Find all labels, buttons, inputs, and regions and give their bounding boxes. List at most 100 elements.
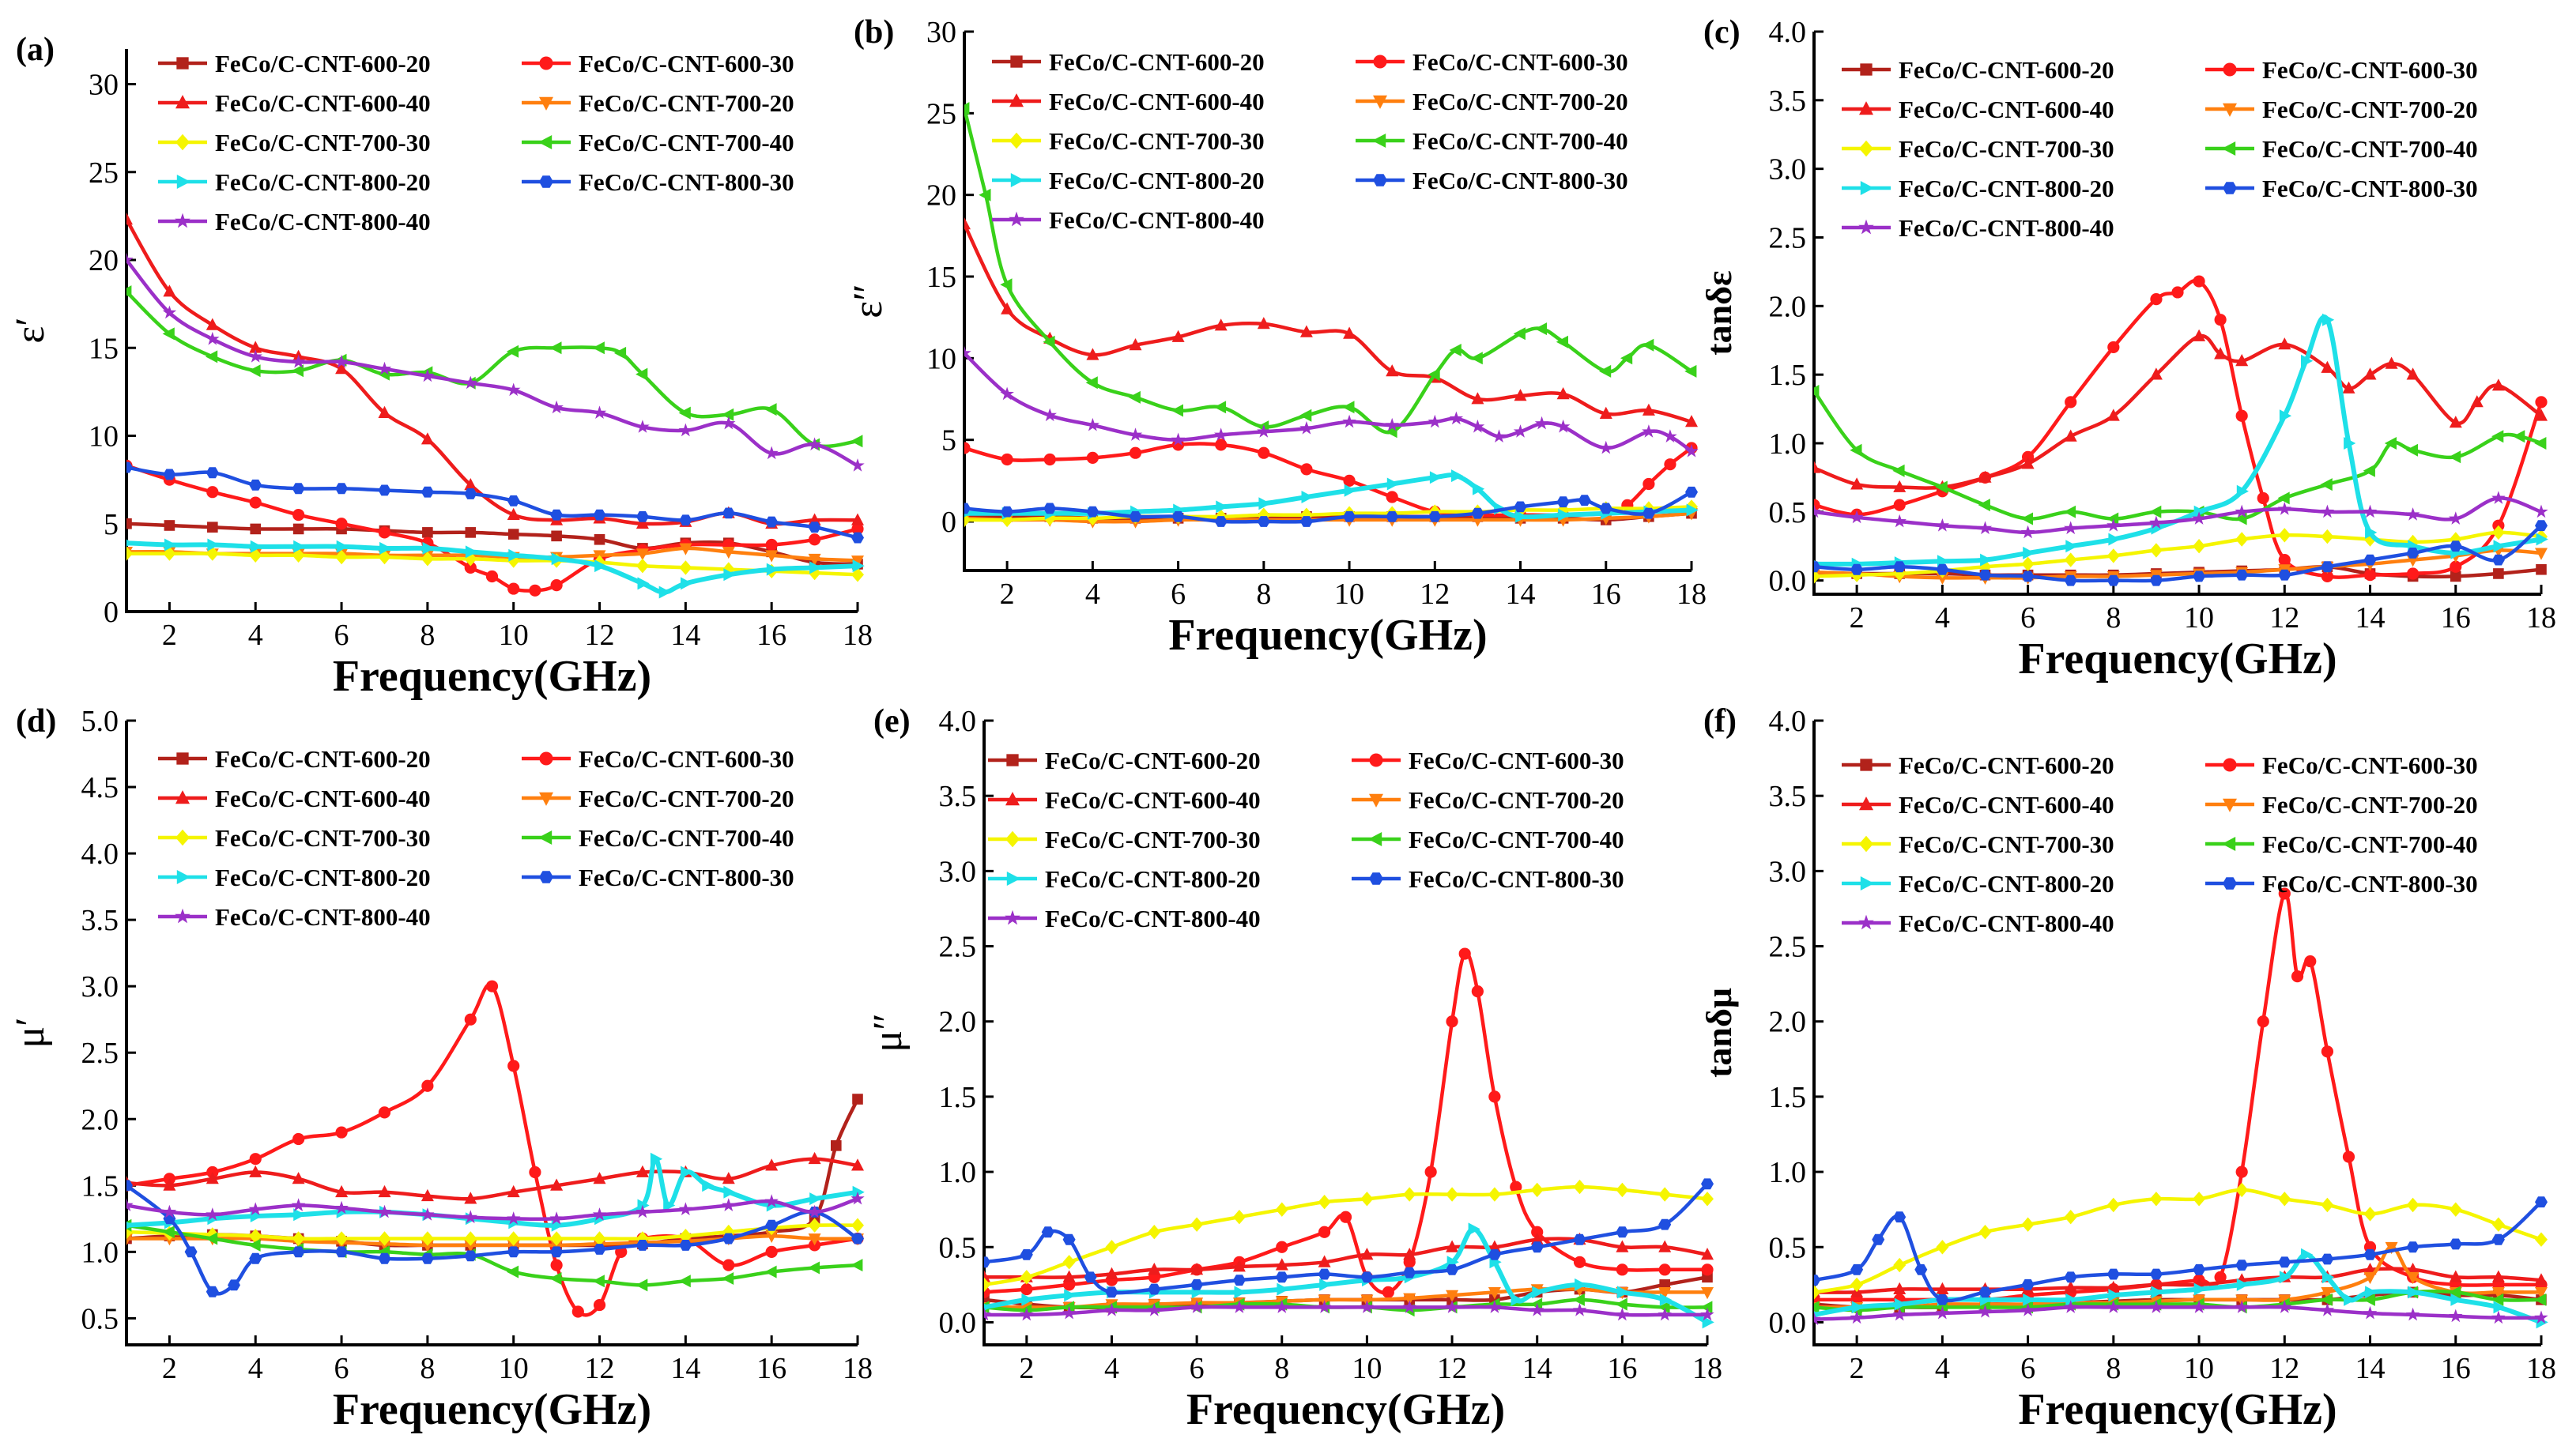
data-point-700-40 bbox=[1171, 404, 1183, 417]
data-point-800-30 bbox=[2106, 1268, 2120, 1280]
data-point-700-20 bbox=[1658, 1287, 1672, 1300]
data-point-700-40 bbox=[1615, 1297, 1627, 1311]
data-point-800-20 bbox=[723, 1185, 736, 1199]
data-point-800-30 bbox=[2064, 574, 2077, 586]
data-point-800-40 bbox=[1978, 521, 1993, 535]
data-point-600-40 bbox=[2449, 1270, 2462, 1282]
legend-label-800-30: FeCo/C-CNT-800-30 bbox=[579, 168, 794, 196]
data-point-700-20 bbox=[765, 1230, 779, 1243]
x-tick-label: 6 bbox=[1190, 1352, 1205, 1385]
data-point-800-30 bbox=[722, 1233, 735, 1245]
data-point-800-20 bbox=[650, 1152, 663, 1165]
data-point-700-30 bbox=[1850, 1277, 1864, 1293]
x-tick-label: 12 bbox=[2269, 1352, 2299, 1385]
data-point-700-30 bbox=[1978, 1225, 1992, 1240]
data-point-700-40 bbox=[549, 341, 562, 355]
data-point-800-30 bbox=[2321, 1253, 2334, 1265]
data-point-700-30 bbox=[249, 548, 262, 563]
data-point-600-30 bbox=[1258, 446, 1270, 459]
data-point-600-40 bbox=[292, 1172, 305, 1184]
data-point-700-30 bbox=[1232, 1210, 1246, 1225]
data-point-800-30 bbox=[1642, 507, 1655, 519]
data-point-700-40 bbox=[1935, 480, 1948, 494]
data-point-800-30 bbox=[2363, 554, 2377, 566]
data-point-700-40 bbox=[162, 1226, 175, 1239]
data-point-800-30 bbox=[2149, 574, 2163, 586]
data-point-700-40 bbox=[1043, 335, 1055, 348]
data-point-600-30 bbox=[1701, 1263, 1714, 1276]
data-point-600-30 bbox=[1339, 1211, 1352, 1223]
legend-label-600-20: FeCo/C-CNT-600-20 bbox=[215, 745, 431, 773]
data-point-800-20 bbox=[126, 1222, 134, 1229]
legend-label-700-20: FeCo/C-CNT-700-20 bbox=[1409, 786, 1624, 814]
data-point-800-30 bbox=[1041, 1226, 1054, 1238]
data-point-600-40 bbox=[851, 1158, 864, 1171]
data-point-700-30 bbox=[2149, 1192, 2163, 1207]
data-point-800-30 bbox=[636, 510, 649, 522]
data-point-600-40 bbox=[636, 517, 649, 529]
data-point-700-40 bbox=[291, 364, 304, 378]
data-point-700-40 bbox=[2363, 464, 2375, 477]
data-point-800-20 bbox=[2065, 1293, 2078, 1306]
data-point-600-40 bbox=[206, 318, 219, 330]
data-point-700-20 bbox=[1403, 1293, 1416, 1305]
data-point-800-40 bbox=[592, 405, 607, 419]
data-point-600-40 bbox=[2470, 395, 2484, 408]
data-point-700-30 bbox=[464, 552, 477, 567]
y-axis-title: μ′ bbox=[8, 1017, 53, 1048]
data-point-800-30 bbox=[1318, 1268, 1331, 1280]
data-point-600-30 bbox=[1643, 477, 1655, 491]
data-point-700-40 bbox=[678, 1275, 691, 1288]
data-point-600-30 bbox=[1616, 1263, 1628, 1276]
legend-marker-700-20 bbox=[2223, 798, 2237, 812]
data-point-700-40 bbox=[1556, 335, 1568, 348]
legend-marker-700-40 bbox=[1372, 134, 1386, 148]
legend-marker-600-30 bbox=[1369, 753, 1383, 767]
data-point-600-40 bbox=[464, 1192, 477, 1204]
legend-label-800-20: FeCo/C-CNT-800-20 bbox=[1045, 865, 1261, 893]
panel-letter: (d) bbox=[16, 703, 56, 740]
x-tick-label: 18 bbox=[2526, 1352, 2556, 1385]
data-point-700-40 bbox=[636, 1278, 648, 1292]
data-point-800-40 bbox=[334, 1200, 349, 1214]
y-tick-label: 2.0 bbox=[1769, 290, 1807, 323]
data-point-600-30 bbox=[378, 1106, 391, 1119]
data-point-700-40 bbox=[2106, 512, 2119, 525]
data-point-700-40 bbox=[1529, 1297, 1543, 1311]
y-tick-label: 1.5 bbox=[81, 1169, 119, 1203]
data-point-700-30 bbox=[1814, 1285, 1820, 1300]
legend-marker-800-40 bbox=[1858, 914, 1874, 930]
data-point-600-40 bbox=[206, 1172, 219, 1184]
data-point-800-20 bbox=[2023, 546, 2035, 559]
y-axis-title: tanδμ bbox=[1699, 988, 1739, 1078]
data-point-800-20 bbox=[2108, 533, 2121, 546]
data-point-800-30 bbox=[550, 509, 564, 521]
legend-label-700-40: FeCo/C-CNT-700-40 bbox=[2262, 135, 2478, 163]
data-point-600-40 bbox=[1642, 403, 1655, 416]
data-point-800-20 bbox=[658, 586, 671, 599]
y-tick-label: 3.0 bbox=[1769, 855, 1807, 888]
data-point-800-30 bbox=[1062, 1233, 1076, 1245]
data-point-800-40 bbox=[764, 446, 779, 460]
data-point-800-40 bbox=[592, 1207, 607, 1221]
legend-marker-800-40 bbox=[1858, 219, 1874, 235]
data-point-800-30 bbox=[1275, 1271, 1288, 1283]
series-line-700-40 bbox=[1814, 390, 2542, 522]
data-point-800-20 bbox=[852, 1185, 865, 1199]
data-point-800-30 bbox=[2193, 1263, 2206, 1275]
x-tick-label: 8 bbox=[1256, 578, 1271, 611]
data-point-800-30 bbox=[1257, 516, 1270, 527]
panel-letter: (a) bbox=[16, 32, 55, 68]
x-tick-label: 8 bbox=[420, 1352, 435, 1385]
data-point-800-30 bbox=[249, 1252, 262, 1264]
data-point-800-30 bbox=[126, 461, 133, 473]
data-point-800-30 bbox=[1599, 503, 1612, 514]
data-point-700-30 bbox=[2235, 532, 2249, 547]
x-tick-label: 2 bbox=[162, 619, 177, 652]
legend-marker-600-20 bbox=[1010, 55, 1023, 68]
data-point-800-30 bbox=[292, 1246, 305, 1258]
data-point-600-40 bbox=[335, 1184, 349, 1198]
data-point-800-20 bbox=[293, 540, 306, 553]
legend-label-800-20: FeCo/C-CNT-800-20 bbox=[215, 168, 431, 196]
data-point-800-20 bbox=[1451, 469, 1464, 483]
